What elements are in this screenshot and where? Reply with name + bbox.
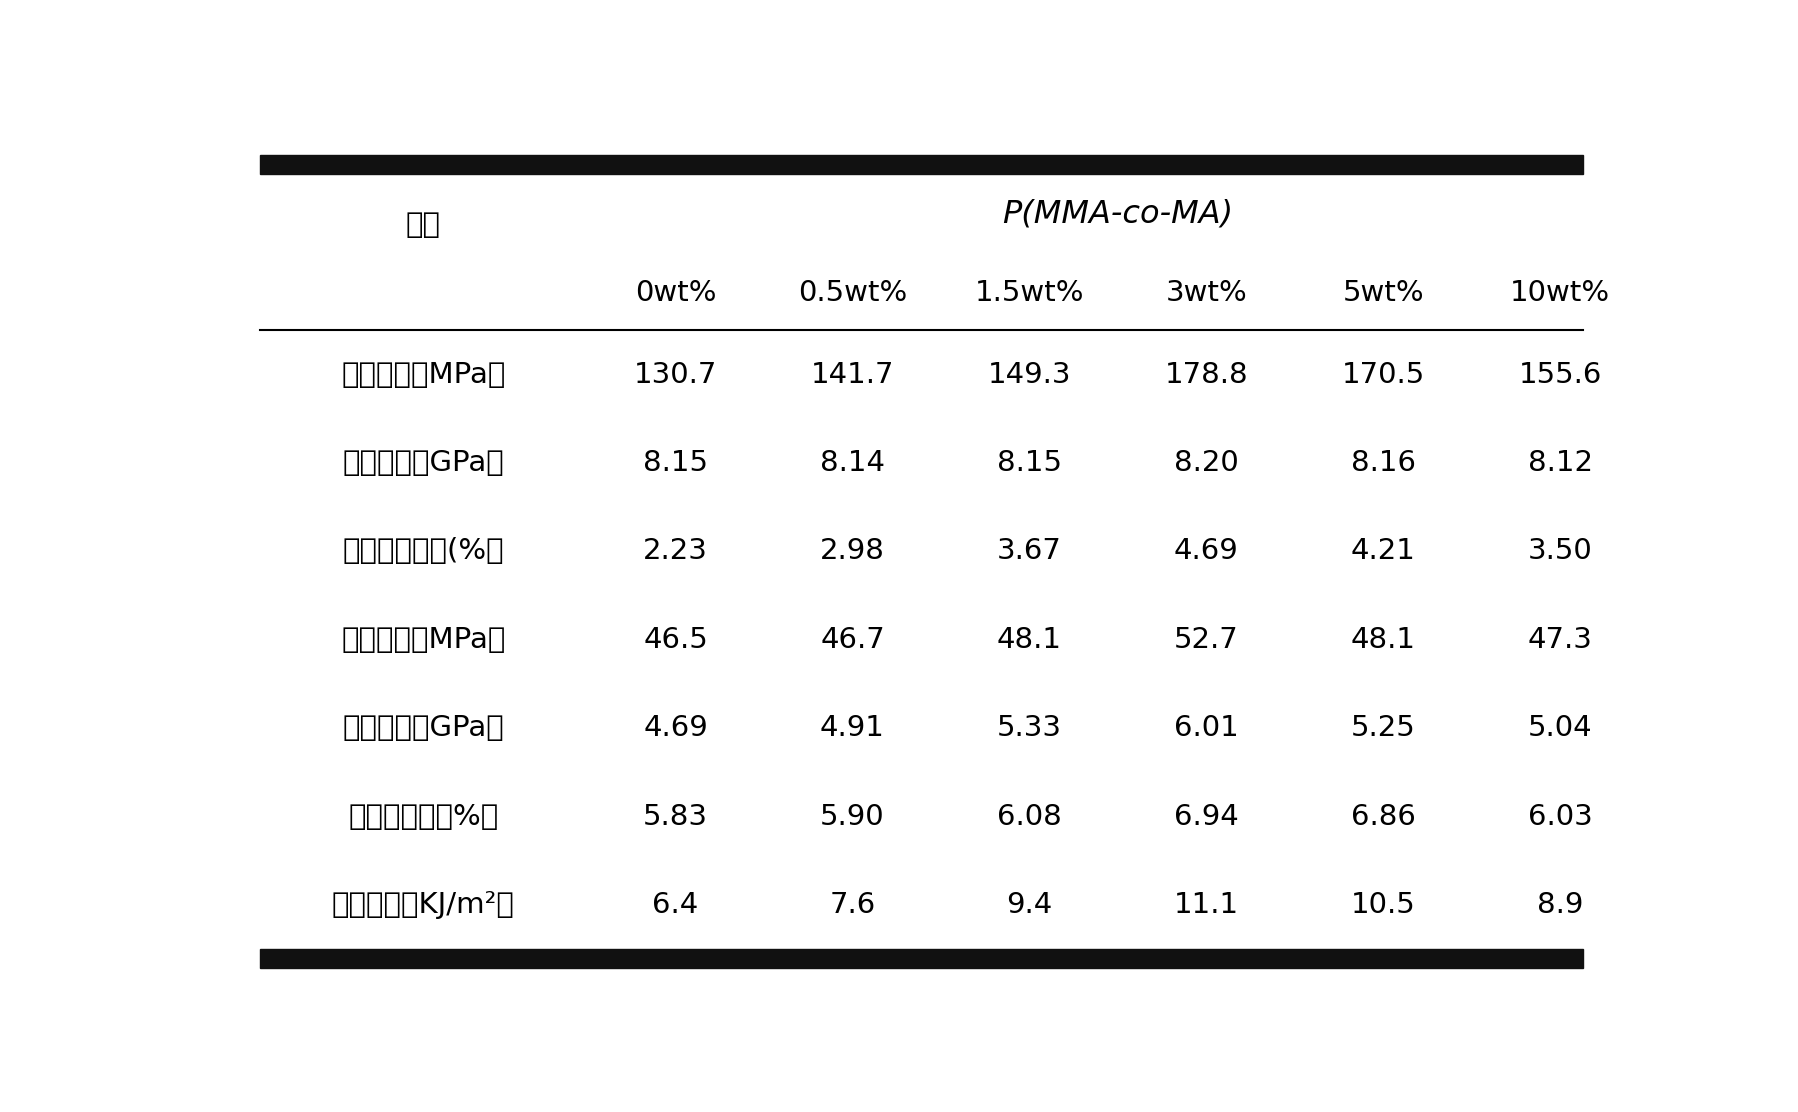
Text: 性能: 性能 — [406, 211, 441, 239]
Text: 2.23: 2.23 — [644, 537, 708, 566]
Text: 5.04: 5.04 — [1528, 714, 1593, 743]
Text: 拉伸强度（MPa）: 拉伸强度（MPa） — [342, 626, 505, 654]
Text: 46.7: 46.7 — [820, 626, 885, 654]
Text: 1.5wt%: 1.5wt% — [975, 279, 1084, 307]
Text: 4.69: 4.69 — [1174, 537, 1239, 566]
Text: 3.50: 3.50 — [1528, 537, 1593, 566]
Text: 6.86: 6.86 — [1350, 803, 1415, 831]
Bar — [259, 155, 1584, 173]
Text: 8.16: 8.16 — [1350, 449, 1415, 477]
Text: 9.4: 9.4 — [1007, 891, 1052, 920]
Text: 8.14: 8.14 — [820, 449, 885, 477]
Text: 149.3: 149.3 — [987, 360, 1072, 388]
Text: 4.21: 4.21 — [1350, 537, 1415, 566]
Text: 3.67: 3.67 — [998, 537, 1063, 566]
Text: 178.8: 178.8 — [1165, 360, 1248, 388]
Text: 5.90: 5.90 — [820, 803, 885, 831]
Text: 4.91: 4.91 — [820, 714, 885, 743]
Text: 10.5: 10.5 — [1350, 891, 1415, 920]
Text: 4.69: 4.69 — [644, 714, 708, 743]
Text: 6.08: 6.08 — [998, 803, 1063, 831]
Text: 0wt%: 0wt% — [635, 279, 716, 307]
Text: 杨氏模量（GPa）: 杨氏模量（GPa） — [342, 714, 503, 743]
Text: 46.5: 46.5 — [644, 626, 708, 654]
Text: 52.7: 52.7 — [1174, 626, 1239, 654]
Bar — [259, 950, 1584, 969]
Text: 130.7: 130.7 — [635, 360, 717, 388]
Text: 0.5wt%: 0.5wt% — [798, 279, 908, 307]
Text: 8.12: 8.12 — [1528, 449, 1593, 477]
Text: 48.1: 48.1 — [1350, 626, 1415, 654]
Text: 5.83: 5.83 — [644, 803, 708, 831]
Text: P(MMA-co-MA): P(MMA-co-MA) — [1003, 199, 1233, 230]
Text: 6.94: 6.94 — [1174, 803, 1239, 831]
Text: 2.98: 2.98 — [820, 537, 885, 566]
Text: 弯曲模量（GPa）: 弯曲模量（GPa） — [342, 449, 503, 477]
Text: 弯曲强度（MPa）: 弯曲强度（MPa） — [342, 360, 505, 388]
Text: 8.20: 8.20 — [1174, 449, 1239, 477]
Text: 5wt%: 5wt% — [1343, 279, 1424, 307]
Text: 155.6: 155.6 — [1519, 360, 1602, 388]
Text: 冲击强度（KJ/m²）: 冲击强度（KJ/m²） — [333, 891, 514, 920]
Text: 断裂弯曲应变(%）: 断裂弯曲应变(%） — [342, 537, 503, 566]
Text: 6.4: 6.4 — [653, 891, 699, 920]
Text: 5.33: 5.33 — [996, 714, 1063, 743]
Text: 10wt%: 10wt% — [1510, 279, 1611, 307]
Text: 8.15: 8.15 — [996, 449, 1063, 477]
Text: 11.1: 11.1 — [1174, 891, 1239, 920]
Text: 141.7: 141.7 — [811, 360, 894, 388]
Text: 6.01: 6.01 — [1174, 714, 1239, 743]
Text: 7.6: 7.6 — [829, 891, 876, 920]
Text: 8.15: 8.15 — [644, 449, 708, 477]
Text: 8.9: 8.9 — [1537, 891, 1584, 920]
Text: 5.25: 5.25 — [1350, 714, 1415, 743]
Text: 48.1: 48.1 — [996, 626, 1063, 654]
Text: 170.5: 170.5 — [1341, 360, 1426, 388]
Text: 6.03: 6.03 — [1528, 803, 1593, 831]
Text: 3wt%: 3wt% — [1165, 279, 1248, 307]
Text: 断裂伸长率（%）: 断裂伸长率（%） — [349, 803, 498, 831]
Text: 47.3: 47.3 — [1528, 626, 1593, 654]
